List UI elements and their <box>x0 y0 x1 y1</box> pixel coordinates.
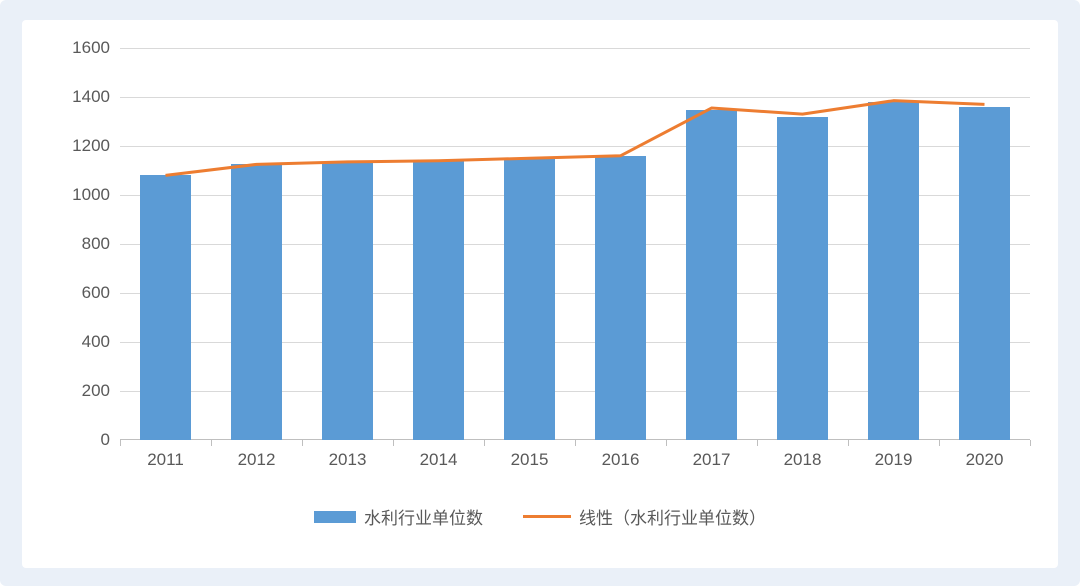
bar <box>868 102 918 440</box>
x-tick-mark <box>120 440 121 446</box>
y-tick-label: 1600 <box>72 38 120 58</box>
x-slot: 2020 <box>939 48 1030 440</box>
x-tick-label: 2017 <box>693 440 731 470</box>
y-tick-label: 1400 <box>72 87 120 107</box>
x-tick-label: 2015 <box>511 440 549 470</box>
x-tick-mark <box>848 440 849 446</box>
legend-label-line: 线性（水利行业单位数） <box>579 504 766 529</box>
bar <box>322 162 372 440</box>
y-tick-label: 1200 <box>72 136 120 156</box>
chart-outer-panel: 0200400600800100012001400160020112012201… <box>0 0 1080 586</box>
x-slot: 2013 <box>302 48 393 440</box>
legend-label-bar: 水利行业单位数 <box>364 504 483 529</box>
x-tick-label: 2019 <box>875 440 913 470</box>
x-tick-mark <box>757 440 758 446</box>
x-tick-mark <box>575 440 576 446</box>
x-tick-label: 2016 <box>602 440 640 470</box>
legend-swatch-line <box>523 515 571 518</box>
x-tick-mark <box>1030 440 1031 446</box>
bar <box>686 110 736 440</box>
x-slot: 2015 <box>484 48 575 440</box>
plot-area: 0200400600800100012001400160020112012201… <box>120 48 1030 440</box>
x-slot: 2019 <box>848 48 939 440</box>
y-tick-label: 400 <box>82 332 120 352</box>
x-slot: 2017 <box>666 48 757 440</box>
bar <box>777 117 827 440</box>
x-tick-label: 2018 <box>784 440 822 470</box>
bar <box>595 156 645 440</box>
bar <box>959 107 1009 440</box>
bar <box>140 175 190 440</box>
legend: 水利行业单位数 线性（水利行业单位数） <box>22 504 1058 529</box>
x-slot: 2014 <box>393 48 484 440</box>
x-tick-label: 2013 <box>329 440 367 470</box>
x-tick-mark <box>302 440 303 446</box>
x-tick-label: 2012 <box>238 440 276 470</box>
bar <box>413 161 463 440</box>
x-slot: 2018 <box>757 48 848 440</box>
x-slot: 2016 <box>575 48 666 440</box>
x-tick-mark <box>939 440 940 446</box>
y-tick-label: 1000 <box>72 185 120 205</box>
x-tick-mark <box>211 440 212 446</box>
x-tick-mark <box>484 440 485 446</box>
y-tick-label: 0 <box>101 430 120 450</box>
x-tick-mark <box>666 440 667 446</box>
y-tick-label: 200 <box>82 381 120 401</box>
legend-swatch-bar <box>314 511 356 523</box>
y-tick-label: 600 <box>82 283 120 303</box>
x-slot: 2011 <box>120 48 211 440</box>
x-tick-label: 2020 <box>966 440 1004 470</box>
legend-item-line: 线性（水利行业单位数） <box>523 504 766 529</box>
y-tick-label: 800 <box>82 234 120 254</box>
x-tick-label: 2014 <box>420 440 458 470</box>
bar <box>504 158 554 440</box>
x-tick-label: 2011 <box>147 440 184 470</box>
legend-item-bar: 水利行业单位数 <box>314 504 483 529</box>
chart-inner-panel: 0200400600800100012001400160020112012201… <box>22 20 1058 568</box>
x-tick-mark <box>393 440 394 446</box>
x-slot: 2012 <box>211 48 302 440</box>
bar <box>231 164 281 440</box>
